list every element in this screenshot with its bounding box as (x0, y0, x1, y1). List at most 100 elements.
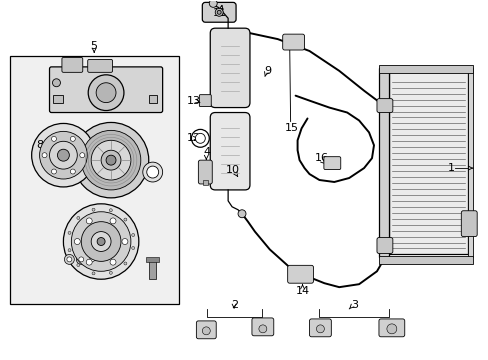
FancyBboxPatch shape (287, 265, 313, 283)
FancyBboxPatch shape (196, 321, 216, 339)
Text: 5: 5 (90, 41, 98, 51)
FancyBboxPatch shape (309, 319, 331, 337)
Circle shape (97, 238, 105, 246)
Circle shape (386, 324, 396, 334)
Circle shape (316, 325, 324, 333)
Bar (148, 95, 156, 103)
Circle shape (42, 153, 47, 158)
Circle shape (110, 259, 116, 265)
Bar (468, 68, 472, 257)
Text: 3: 3 (351, 300, 358, 310)
FancyBboxPatch shape (198, 160, 212, 184)
Circle shape (258, 325, 266, 333)
Bar (388, 71, 468, 255)
Circle shape (88, 75, 123, 111)
Circle shape (92, 272, 95, 275)
Circle shape (202, 327, 210, 335)
FancyBboxPatch shape (323, 157, 340, 170)
Text: 15: 15 (284, 123, 298, 134)
Circle shape (91, 231, 111, 251)
Circle shape (89, 257, 95, 262)
Bar (378, 68, 388, 257)
Circle shape (52, 79, 61, 87)
Circle shape (87, 255, 97, 264)
Bar (53, 95, 63, 103)
FancyBboxPatch shape (376, 238, 392, 253)
Text: 8: 8 (36, 140, 43, 150)
FancyBboxPatch shape (460, 211, 476, 237)
Text: 7: 7 (132, 168, 139, 178)
Circle shape (110, 218, 116, 224)
Text: 2: 2 (231, 300, 238, 310)
FancyBboxPatch shape (378, 319, 404, 337)
Circle shape (51, 169, 56, 174)
Circle shape (91, 140, 131, 180)
Circle shape (68, 249, 71, 252)
Circle shape (77, 264, 80, 266)
FancyBboxPatch shape (199, 95, 211, 107)
Circle shape (81, 222, 121, 261)
FancyBboxPatch shape (376, 99, 392, 113)
FancyBboxPatch shape (251, 318, 273, 336)
Circle shape (86, 259, 92, 265)
Circle shape (238, 210, 245, 218)
Circle shape (74, 239, 80, 244)
Text: 13: 13 (186, 96, 200, 105)
Circle shape (92, 208, 95, 211)
FancyBboxPatch shape (62, 58, 82, 72)
Circle shape (131, 234, 134, 237)
Circle shape (123, 218, 127, 221)
Circle shape (106, 155, 116, 165)
Text: 12: 12 (186, 133, 200, 143)
Circle shape (146, 166, 158, 178)
Circle shape (77, 216, 80, 220)
FancyBboxPatch shape (282, 34, 304, 50)
Circle shape (49, 141, 77, 169)
Circle shape (73, 122, 148, 198)
Text: 9: 9 (264, 66, 271, 76)
Circle shape (51, 136, 56, 141)
Bar (378, 65, 472, 73)
Circle shape (109, 271, 112, 274)
FancyBboxPatch shape (210, 28, 249, 108)
Circle shape (109, 209, 112, 212)
Bar (145, 257, 158, 262)
Circle shape (40, 131, 87, 179)
Circle shape (76, 255, 86, 264)
Text: 4: 4 (203, 147, 210, 157)
Circle shape (32, 123, 95, 187)
Bar (203, 180, 208, 185)
Circle shape (68, 231, 71, 234)
Circle shape (209, 0, 217, 7)
Circle shape (142, 162, 163, 182)
Circle shape (70, 136, 75, 141)
Circle shape (96, 83, 116, 103)
Bar (378, 256, 472, 264)
Circle shape (195, 133, 205, 143)
Circle shape (63, 204, 139, 279)
Circle shape (64, 255, 74, 264)
Circle shape (86, 218, 92, 224)
Circle shape (123, 262, 127, 265)
FancyBboxPatch shape (87, 59, 112, 72)
Circle shape (122, 239, 128, 244)
Circle shape (71, 212, 131, 271)
FancyBboxPatch shape (202, 3, 236, 22)
Circle shape (217, 10, 221, 14)
FancyBboxPatch shape (210, 113, 249, 190)
Circle shape (81, 130, 141, 190)
Text: 6: 6 (78, 249, 84, 260)
Text: 14: 14 (295, 286, 309, 296)
Circle shape (79, 257, 83, 262)
Text: 11: 11 (213, 8, 227, 18)
Circle shape (80, 153, 84, 158)
Bar (148, 260, 155, 279)
Circle shape (101, 150, 121, 170)
Circle shape (131, 247, 134, 249)
Text: 1: 1 (447, 163, 454, 173)
Circle shape (70, 169, 75, 174)
Circle shape (67, 257, 72, 262)
Circle shape (215, 8, 223, 16)
Bar (10, 56, 178, 304)
Circle shape (57, 149, 69, 161)
